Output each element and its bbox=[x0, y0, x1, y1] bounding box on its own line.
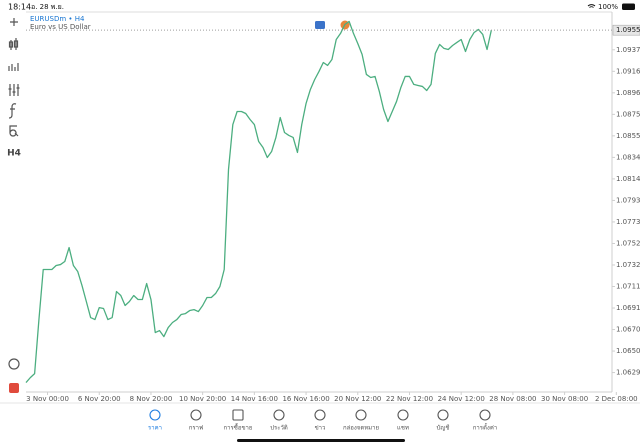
indicators-tool[interactable] bbox=[8, 84, 20, 96]
y-tick-label: 1.08550 bbox=[616, 132, 640, 140]
tab-label[interactable]: แชท bbox=[397, 425, 409, 432]
y-tick-label: 1.07730 bbox=[616, 218, 640, 226]
bar-tool[interactable] bbox=[8, 63, 19, 71]
chart-title: EURUSDm • H4 bbox=[30, 15, 85, 23]
zoom-tool[interactable] bbox=[8, 358, 20, 370]
x-tick-label: 6 Nov 20:00 bbox=[78, 395, 121, 403]
tab-icon bbox=[355, 409, 367, 421]
y-tick-label: 1.06295 bbox=[616, 369, 640, 377]
y-tick-label: 1.07525 bbox=[616, 239, 640, 247]
y-tick-label: 1.08755 bbox=[616, 110, 640, 118]
tab-label[interactable]: ข่าว bbox=[315, 425, 326, 432]
chart-subtitle: Euro vs US Dollar bbox=[30, 23, 91, 31]
app-icon[interactable] bbox=[9, 383, 19, 393]
x-tick-label: 24 Nov 12:00 bbox=[438, 395, 485, 403]
x-tick-label: 20 Nov 12:00 bbox=[334, 395, 381, 403]
objects-tool[interactable] bbox=[9, 125, 19, 137]
status-time: 18:14 bbox=[8, 3, 31, 12]
y-tick-label: 1.06910 bbox=[616, 304, 640, 312]
battery-icon bbox=[622, 3, 635, 10]
tab-bar: ราคา กราฟ การซื้อขาย ประวัติ ข่าว กล่องจดหมาย… bbox=[148, 409, 497, 432]
current-price-box bbox=[612, 24, 640, 36]
tab-icon bbox=[232, 409, 244, 421]
tab-icon bbox=[273, 409, 285, 421]
tab-label[interactable]: ประวัติ bbox=[270, 425, 288, 432]
y-tick-label: 1.07320 bbox=[616, 261, 640, 269]
tab-label[interactable]: บัญชี bbox=[437, 424, 450, 432]
y-tick-label: 1.08345 bbox=[616, 153, 640, 161]
x-tick-label: 28 Nov 08:00 bbox=[489, 395, 536, 403]
crosshair-tool[interactable] bbox=[10, 18, 18, 26]
tab-icon bbox=[314, 409, 326, 421]
tab-label[interactable]: กราฟ bbox=[189, 425, 203, 432]
y-tick-label: 1.07935 bbox=[616, 196, 640, 204]
y-tick-label: 1.09165 bbox=[616, 67, 640, 75]
tab-icon bbox=[149, 409, 161, 421]
trade-icon[interactable] bbox=[315, 21, 325, 29]
timeframe-button[interactable]: H4 bbox=[7, 149, 21, 159]
current-price-label: 1.09557 bbox=[616, 26, 640, 34]
left-toolbar bbox=[8, 18, 20, 370]
y-tick-label: 1.06705 bbox=[616, 326, 640, 334]
tab-label[interactable]: การซื้อขาย bbox=[224, 422, 253, 432]
status-battery-text: 100% bbox=[598, 3, 618, 11]
x-tick-label: 22 Nov 12:00 bbox=[386, 395, 433, 403]
tab-icon bbox=[190, 409, 202, 421]
y-tick-label: 1.08140 bbox=[616, 175, 640, 183]
x-tick-label: 30 Nov 08:00 bbox=[541, 395, 588, 403]
x-tick-label: 16 Nov 16:00 bbox=[282, 395, 329, 403]
x-tick-label: 10 Nov 20:00 bbox=[179, 395, 226, 403]
wifi-icon bbox=[587, 4, 596, 8]
x-tick-label: 8 Nov 20:00 bbox=[130, 395, 173, 403]
status-date: อ. 28 พ.ย. bbox=[31, 3, 64, 11]
y-tick-label: 1.09370 bbox=[616, 46, 640, 54]
tab-icon bbox=[437, 409, 449, 421]
y-tick-label: 1.08960 bbox=[616, 89, 640, 97]
price-line bbox=[25, 20, 492, 383]
x-tick-label: 3 Nov 00:00 bbox=[26, 395, 69, 403]
home-indicator bbox=[237, 439, 405, 442]
tab-label[interactable]: ราคา bbox=[148, 425, 162, 432]
y-tick-label: 1.06500 bbox=[616, 347, 640, 355]
function-tool[interactable] bbox=[8, 103, 17, 119]
x-tick-label: 14 Nov 16:00 bbox=[231, 395, 278, 403]
tab-icon bbox=[479, 409, 491, 421]
chart-type-tool[interactable] bbox=[8, 38, 19, 50]
tab-label[interactable]: การตั้งค่า bbox=[473, 422, 497, 432]
x-tick-label: 2 Dec 08:00 bbox=[595, 395, 638, 403]
tab-label[interactable]: กล่องจดหมาย bbox=[343, 425, 379, 432]
tab-icon bbox=[397, 409, 409, 421]
y-tick-label: 1.07115 bbox=[616, 283, 640, 291]
